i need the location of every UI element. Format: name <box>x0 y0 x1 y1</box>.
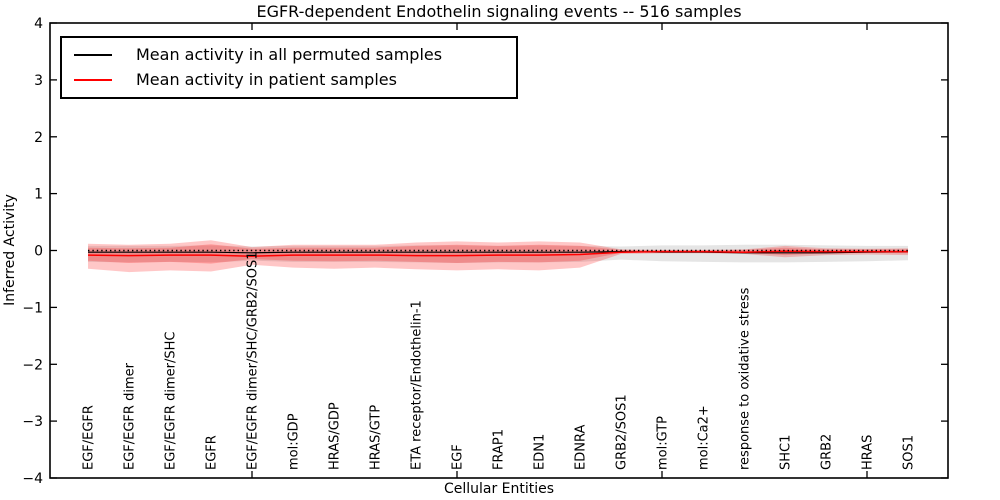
patient-mean-line <box>87 250 908 257</box>
legend: Mean activity in all permuted samples Me… <box>60 36 518 99</box>
x-category-label: mol:GTP <box>656 416 671 470</box>
x-category-label: EDNRA <box>574 425 589 470</box>
x-category-label: EDN1 <box>533 434 548 470</box>
y-tick-label: −1 <box>22 300 43 316</box>
y-tick-label: 3 <box>34 73 43 89</box>
x-category-label: EGF <box>451 444 466 470</box>
y-tick-label: 1 <box>34 187 43 203</box>
x-category-label: EGFR <box>205 435 220 470</box>
legend-line-patient <box>74 79 112 81</box>
x-category-label: FRAP1 <box>492 429 507 470</box>
x-category-label: EGF/EGFR dimer/SHC/GRB2/SOS1 <box>246 252 261 471</box>
legend-line-permuted <box>74 54 112 56</box>
x-category-label: EGF/EGFR dimer <box>123 362 138 470</box>
y-tick-label: 4 <box>34 16 43 32</box>
x-category-label: EGF/EGFR <box>82 405 97 470</box>
legend-label-patient: Mean activity in patient samples <box>136 70 397 89</box>
y-tick-label: −4 <box>22 471 43 487</box>
legend-item-patient: Mean activity in patient samples <box>62 72 516 88</box>
x-category-label: response to oxidative stress <box>738 287 753 470</box>
chart-title: EGFR-dependent Endothelin signaling even… <box>256 2 742 21</box>
x-category-label: EGF/EGFR dimer/SHC <box>164 332 179 470</box>
legend-label-permuted: Mean activity in all permuted samples <box>136 45 443 64</box>
x-category-label: SOS1 <box>902 435 917 470</box>
x-category-label: mol:Ca2+ <box>697 405 712 470</box>
permuted-samples-band <box>88 244 908 263</box>
patient-samples-band-inner <box>88 244 908 264</box>
y-tick-label: −3 <box>22 414 43 430</box>
legend-item-permuted: Mean activity in all permuted samples <box>62 47 516 63</box>
x-category-label: HRAS <box>861 435 876 470</box>
x-axis-label: Cellular Entities <box>443 481 555 497</box>
x-category-label: GRB2 <box>820 434 835 470</box>
y-axis-label: Inferred Activity <box>2 194 18 306</box>
patient-samples-band-outer <box>88 240 908 273</box>
x-category-label: HRAS/GTP <box>369 405 384 470</box>
y-tick-label: 0 <box>34 244 43 260</box>
x-category-label: mol:GDP <box>287 413 302 470</box>
x-category-label: ETA receptor/Endothelin-1 <box>410 300 425 470</box>
x-category-label: HRAS/GDP <box>328 402 343 470</box>
y-tick-label: −2 <box>22 357 43 373</box>
x-category-label: GRB2/SOS1 <box>615 394 630 470</box>
permuted-mean-line <box>88 250 909 254</box>
y-tick-label: 2 <box>34 130 43 146</box>
x-category-label: SHC1 <box>779 435 794 470</box>
